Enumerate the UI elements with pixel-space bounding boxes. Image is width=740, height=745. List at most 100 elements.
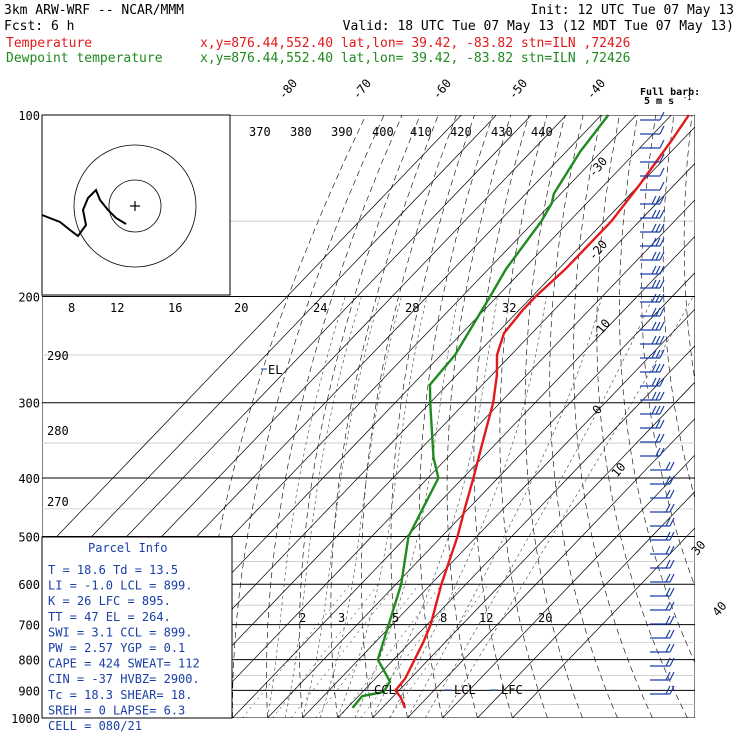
wind-barb-flag xyxy=(656,350,660,358)
parcel-info-row: CIN = -37 HVBZ= 2900. xyxy=(48,672,200,686)
forecast-hour: Fcst: 6 h xyxy=(4,19,74,34)
barb-key: Full barb: 5 m s -1 xyxy=(640,87,700,107)
parcel-info-row: CAPE = 424 SWEAT= 112 xyxy=(48,657,200,671)
theta-e-label-380: 380 xyxy=(290,125,312,139)
parcel-info-row: SREH = 0 LAPSE= 6.3 xyxy=(48,703,185,717)
pressure-label-800: 800 xyxy=(18,654,40,668)
wind-barb-flag xyxy=(656,224,660,232)
wind-barb-flag xyxy=(666,546,670,554)
wind-barb-flag xyxy=(666,574,670,582)
header: 3km ARW-WRF -- NCAR/MMM Init: 12 UTC Tue… xyxy=(4,3,734,66)
isotherm-label-40: 40 xyxy=(710,599,730,619)
wind-barb-flag xyxy=(660,364,664,372)
dry-adiabat-150 xyxy=(684,115,740,718)
mixing-ratio-label-12: 12 xyxy=(479,611,493,625)
wind-barb-flag xyxy=(652,364,656,372)
parcel-info-row: TT = 47 EL = 264. xyxy=(48,610,171,624)
mixing-ratio-1 xyxy=(243,584,351,718)
wind-barb-flag xyxy=(660,392,664,400)
mixing-ratio-label-3: 3 xyxy=(338,611,345,625)
wind-barb-flag xyxy=(656,280,660,288)
wind-barb-flag xyxy=(660,308,664,316)
wind-barb-flag xyxy=(660,168,664,176)
wind-barb-flag xyxy=(660,140,664,148)
wind-barb-flag xyxy=(670,672,674,680)
wind-barb-flag xyxy=(656,392,660,400)
barb-key-value: 5 m s xyxy=(644,96,674,107)
moist-adiabat-35 xyxy=(425,297,653,719)
wind-barb-flag xyxy=(656,378,660,386)
isotherm--30 xyxy=(198,115,740,718)
wind-barb-flag xyxy=(652,266,656,274)
hodograph-speed-label-12: 12 xyxy=(110,301,124,315)
isotherm-label-30: 30 xyxy=(689,538,709,558)
wind-barb-flag xyxy=(652,392,656,400)
wind-barb-flag xyxy=(652,308,656,316)
dry-adiabat-0 xyxy=(299,115,420,718)
wind-barb-flag xyxy=(656,406,660,414)
hodograph xyxy=(42,115,230,295)
valid-time: Valid: 18 UTC Tue 07 May 13 (12 MDT Tue … xyxy=(343,19,734,34)
wind-barb-flag xyxy=(656,448,660,456)
wind-barb-flag xyxy=(660,336,664,344)
hodograph-speed-label-16: 16 xyxy=(168,301,182,315)
wind-barb-flag xyxy=(660,420,664,428)
ccl-label: CCL xyxy=(374,683,396,697)
parcel-info-row: T = 18.6 Td = 13.5 xyxy=(48,563,178,577)
wind-barb-flag xyxy=(656,266,660,274)
wind-barb-flag xyxy=(670,490,674,498)
mixing-ratio-2 xyxy=(273,584,379,718)
wind-barb-flag xyxy=(656,294,660,302)
parcel-info-row: SWI = 3.1 CCL = 899. xyxy=(48,625,193,639)
wind-barb-flag xyxy=(666,630,670,638)
theta-label-270: 270 xyxy=(47,495,69,509)
wind-barb-flag xyxy=(656,364,660,372)
mixing-ratio-label-8: 8 xyxy=(440,611,447,625)
wind-barb-flag xyxy=(660,210,664,218)
moist-adiabat-10 xyxy=(338,297,428,719)
wind-barb-flag xyxy=(656,420,660,428)
lfc-label: LFC xyxy=(501,683,523,697)
temperature-legend: Temperature xyxy=(6,36,92,51)
wind-barb-flag xyxy=(670,644,674,652)
wind-barb-flag xyxy=(670,504,674,512)
dewpoint-location: x,y=876.44,552.40 lat,lon= 39.42, -83.82… xyxy=(200,51,630,66)
isotherm-label--60: -60 xyxy=(430,76,455,102)
wind-barb-flag xyxy=(652,210,656,218)
parcel-info-title: Parcel Info xyxy=(88,541,167,555)
dry-adiabat-90 xyxy=(550,115,618,718)
wind-barb-flag xyxy=(670,602,674,610)
wind-barb-flag xyxy=(670,588,674,596)
parcel-info-row: K = 26 LFC = 895. xyxy=(48,594,171,608)
wind-barb-flag xyxy=(666,588,670,596)
theta-e-label-440: 440 xyxy=(531,125,553,139)
pressure-label-100: 100 xyxy=(18,109,40,123)
dewpoint-legend: Dewpoint temperature xyxy=(6,51,163,66)
dry-adiabat-140 xyxy=(663,115,740,718)
barb-key-unit: -1 xyxy=(683,94,691,102)
wind-barb-flag xyxy=(652,196,656,204)
dry-adiabat-160 xyxy=(705,115,740,718)
hodograph-speed-label-8: 8 xyxy=(68,301,75,315)
wind-barb-flag xyxy=(666,602,670,610)
wind-barb-flag xyxy=(660,294,664,302)
isotherm-label--50: -50 xyxy=(506,76,531,102)
dry-adiabat-70 xyxy=(500,115,548,718)
wind-barb-flag xyxy=(666,462,670,470)
wind-barb-flag xyxy=(652,238,656,246)
isotherm-label--10: -10 xyxy=(589,316,614,342)
isotherm-label--70: -70 xyxy=(350,76,375,102)
theta-e-label-410: 410 xyxy=(410,125,432,139)
dry-adiabat-130 xyxy=(642,115,740,718)
wind-barb-flag xyxy=(660,126,664,134)
moist-adiabat-15 xyxy=(355,297,458,719)
dry-adiabat-80 xyxy=(525,115,582,718)
wind-barb-flag xyxy=(660,112,664,120)
isotherm-label-0: 0 xyxy=(590,402,605,417)
parcel-info-row: CELL = 080/21 xyxy=(48,719,142,733)
wind-barb-flag xyxy=(666,616,670,624)
wind-barb-flag xyxy=(656,322,660,330)
wind-barb-flag xyxy=(670,616,674,624)
moist-adiabat--10 xyxy=(268,297,346,719)
